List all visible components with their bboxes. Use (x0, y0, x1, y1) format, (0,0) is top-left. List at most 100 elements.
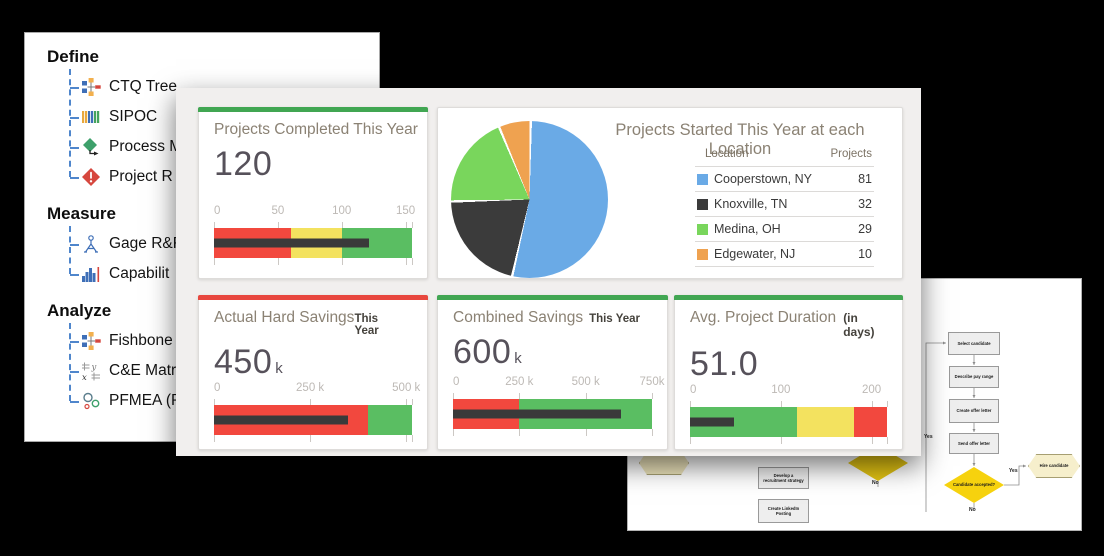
capability-icon (81, 264, 101, 284)
legend-row-edgewater-nj: Edgewater, NJ 10 (695, 242, 874, 267)
flow-node-label: Create offer letter (956, 408, 992, 414)
flow-node-create-linkedin-posting: Create LinkedIn Posting (758, 499, 809, 523)
sidebar-item-sipoc[interactable]: SIPOC (70, 102, 379, 132)
card-period-label: (in days) (843, 311, 875, 339)
sidebar-item-c-e-matr[interactable]: y x C&E Matr (70, 356, 379, 386)
axis-tick-mark (310, 399, 312, 405)
axis-tick-label: 0 (453, 376, 460, 388)
axis-tick-mark (453, 429, 454, 436)
axis-tick-mark (412, 222, 413, 228)
axis-tick-label: 200 (861, 384, 882, 396)
kpi-value: 450 k (214, 343, 284, 381)
axis-tick-mark (780, 437, 782, 444)
axis-tick-label: 150 (396, 205, 416, 217)
axis-tick-mark (585, 393, 587, 399)
bullet-zone (797, 407, 855, 437)
card-combined-savings: Combined Savings This Year 600 k 0 250 k 50… (437, 295, 668, 450)
flow-edge-label-yes: Yes (1009, 468, 1018, 474)
flow-node-label: Create LinkedIn Posting (767, 505, 800, 516)
process-map-icon (81, 137, 101, 157)
axis-tick-mark (453, 393, 454, 399)
bullet-measure-bar (214, 415, 348, 425)
bullet-axis-labels: 0 250 k 500 k 750k (453, 376, 664, 391)
axis-tick-label: 0 (214, 205, 221, 217)
legend-color-swatch (697, 248, 708, 260)
sidebar-item-label: Process M (109, 138, 183, 155)
bullet-axis-labels: 0 50 100 150 (214, 205, 416, 220)
card-period-label: This Year (354, 313, 379, 337)
legend-color-swatch (697, 173, 708, 185)
axis-tick-mark (310, 435, 312, 442)
flow-connectors (877, 341, 1026, 512)
sidebar-item-fishbone[interactable]: Fishbone (70, 326, 379, 356)
axis-tick-mark (412, 258, 413, 265)
card-title: Avg. Project Duration (690, 309, 837, 326)
legend-column-location: Location (705, 148, 749, 160)
card-projects-by-location: Projects Started This Year at each Locat… (437, 107, 903, 279)
axis-tick-mark (405, 258, 407, 265)
pfmea-icon (81, 391, 101, 411)
card-period-label: This Year (589, 313, 640, 325)
tree-connector-line (69, 323, 71, 401)
flow-node-describe-pay-range: Describe pay range (949, 366, 999, 388)
flow-node-label: Send offer letter (957, 440, 991, 446)
bullet-measure-bar (453, 409, 622, 419)
sidebar-item-label: Project R (109, 168, 173, 185)
flow-node-label: Develop a recruitment strategy (763, 472, 804, 483)
sidebar-item-pfmea-p[interactable]: PFMEA (P (70, 386, 379, 416)
flow-node-develop-recruitment-strategy: Develop a recruitment strategy (758, 467, 809, 489)
card-title: Actual Hard Savings (214, 309, 355, 326)
axis-tick-mark (341, 222, 343, 228)
legend-color-swatch (697, 198, 708, 210)
axis-tick-mark (406, 399, 408, 405)
card-avg-project-duration: Avg. Project Duration (in days) 51.0 0 10… (674, 295, 903, 450)
flow-edge-label-no: No (872, 480, 879, 486)
card-actual-hard-savings: Actual Hard Savings This Year 450 k 0 250 … (198, 295, 428, 450)
svg-text:x: x (82, 373, 87, 381)
sidebar-item-label: PFMEA (P (109, 392, 182, 409)
sidebar-item-label: Gage R&R (109, 235, 184, 252)
sidebar-item-ctq-tree[interactable]: CTQ Tree (70, 72, 379, 102)
axis-tick-mark (341, 258, 343, 265)
axis-tick-mark (412, 435, 413, 442)
axis-tick-mark (406, 435, 408, 442)
axis-tick-mark (690, 437, 691, 444)
bullet-track (214, 222, 413, 265)
card-projects-completed: Projects Completed This Year 120 0 50 100 1… (198, 107, 428, 279)
axis-tick-mark (519, 393, 521, 399)
bullet-chart-projects-completed: 0 50 100 150 (214, 205, 416, 270)
axis-tick-mark (585, 429, 587, 436)
card-accent-bar (674, 295, 903, 300)
bullet-zone (854, 407, 887, 437)
flow-node-label: Select candidate (957, 340, 991, 346)
svg-text:y: y (91, 363, 97, 373)
sidebar-item-gage-r-r[interactable]: Gage R&R (70, 229, 379, 259)
flow-node-label: Describe pay range (954, 374, 994, 380)
bullet-track (453, 393, 653, 436)
kpi-unit: k (514, 350, 523, 367)
tree-items: Fishbone y x C&E Matr PFMEA (P (69, 323, 379, 416)
flow-edge-label-yes: Yes (924, 434, 933, 440)
legend-header-row: Location Projects (695, 148, 874, 167)
flow-node-label: Candidate accepted? (952, 482, 996, 488)
sidebar-item-label: CTQ Tree (109, 78, 178, 95)
axis-tick-mark (214, 222, 215, 228)
flow-node-send-offer-letter: Send offer letter (949, 433, 999, 454)
sidebar-item-capabilit[interactable]: Capabilit (70, 259, 379, 289)
bullet-measure-bar (214, 238, 369, 248)
axis-tick-mark (871, 437, 873, 444)
bullet-track (690, 401, 888, 444)
sipoc-icon (81, 107, 101, 127)
axis-tick-label: 250 k (505, 376, 534, 388)
bullet-measure-bar (690, 417, 735, 427)
sidebar-item-project-r[interactable]: Project R (70, 162, 379, 192)
axis-tick-mark (887, 437, 888, 444)
kpi-value: 600 k (453, 333, 523, 371)
sidebar-item-process-m[interactable]: Process M (70, 132, 379, 162)
sidebar-item-label: C&E Matr (109, 362, 177, 379)
bullet-chart-combined-savings: 0 250 k 500 k 750k (453, 376, 664, 441)
legend-projects-value: 10 (858, 247, 872, 261)
axis-tick-label: 50 (271, 205, 285, 217)
kpi-unit: k (275, 360, 284, 377)
